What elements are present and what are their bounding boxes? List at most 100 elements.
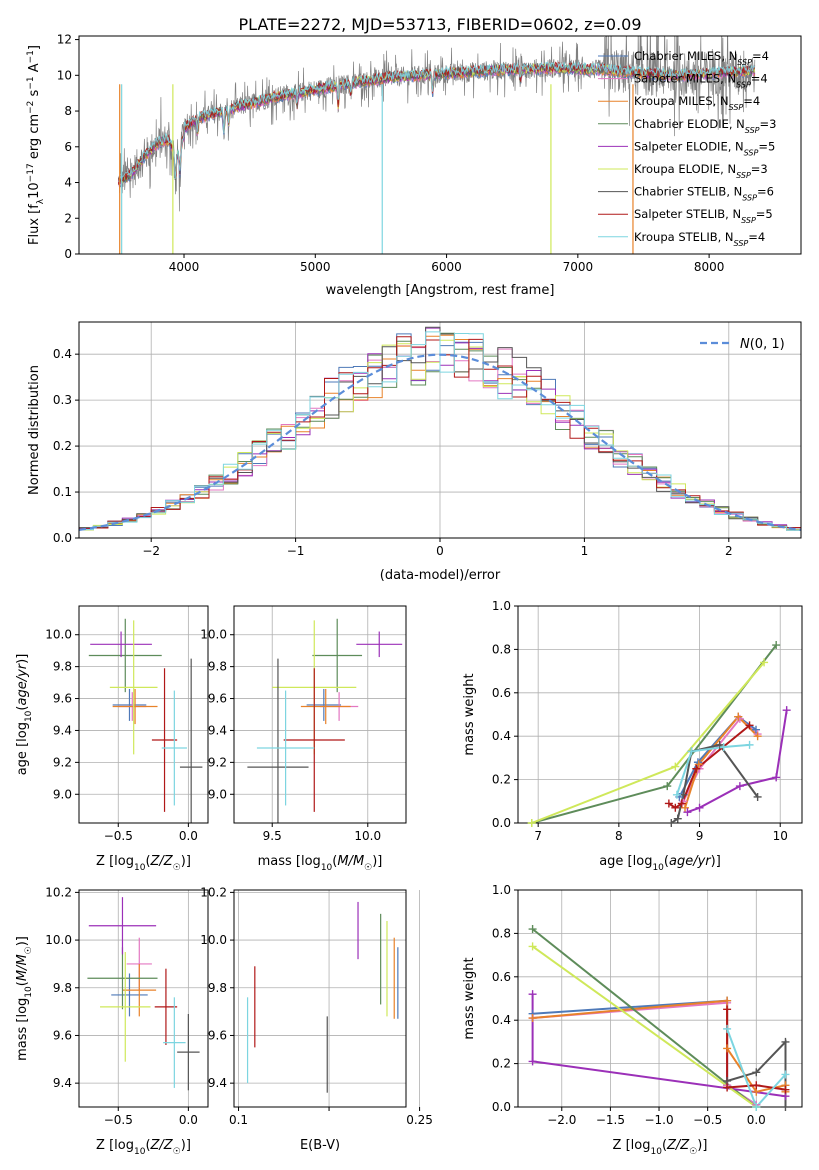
panel-mass-weight-vs-z: −2.0 −1.5 −1.0 −0.5 0.0 0.0 0.2 0.4 0.6 0.8 1.0 Z [… bbox=[462, 883, 803, 1157]
tick-label-y: 0.1 bbox=[53, 485, 72, 499]
tick-label-y: 0.8 bbox=[492, 926, 511, 940]
legend-tail: =6 bbox=[757, 185, 774, 199]
legend-entry: Salpeter ELODIE, NSSP=5 bbox=[634, 139, 775, 157]
gauss-args: (0, 1) bbox=[750, 337, 785, 352]
label-part: ☉ bbox=[24, 946, 34, 954]
tick-label-y: 0.0 bbox=[492, 1100, 511, 1114]
tick-label-x: 8000 bbox=[694, 260, 725, 274]
plot-area bbox=[87, 897, 200, 1091]
weight-point-marker bbox=[753, 732, 762, 741]
label-part: s bbox=[27, 89, 42, 100]
plot-area bbox=[531, 644, 788, 823]
tick-label-y: 10.2 bbox=[200, 885, 227, 899]
label-part: λ bbox=[36, 198, 46, 204]
label-part: 10 bbox=[24, 710, 34, 722]
tick-label-y: 0.4 bbox=[492, 1013, 511, 1027]
legend-entry: Kroupa STELIB, NSSP=4 bbox=[634, 230, 765, 248]
tick-label-y: 10.0 bbox=[45, 933, 72, 947]
tick-label-y: 10.0 bbox=[200, 628, 227, 642]
y-axis-label: mass [log10(M/M☉)] bbox=[15, 936, 34, 1061]
legend-entry: Kroupa MILES, NSSP=4 bbox=[634, 94, 760, 112]
plot-area bbox=[246, 901, 399, 1093]
legend-tail: =4 bbox=[751, 72, 768, 86]
weight-point-marker bbox=[782, 706, 791, 715]
label-part: )] bbox=[15, 936, 30, 946]
tick-label-y: 6 bbox=[64, 140, 72, 154]
legend-sub: SSP bbox=[745, 125, 760, 134]
weight-point-marker bbox=[528, 1057, 537, 1066]
tick-label-y: 9.2 bbox=[208, 755, 227, 769]
legend-entry: Salpeter STELIB, NSSP=5 bbox=[634, 207, 773, 225]
legend-sub: SSP bbox=[729, 103, 744, 112]
tick-label-y: 10.0 bbox=[200, 933, 227, 947]
panel-age-vs-mass: 9.5 10.0 9.0 9.2 9.4 9.6 9.8 10.0 mass [log10(M/… bbox=[200, 605, 407, 873]
axes-frame: 4000 5000 6000 7000 8000 0 2 4 6 8 10 12 wavelength … bbox=[26, 33, 802, 298]
tick-label-x: −0.5 bbox=[104, 829, 133, 843]
weight-point-marker bbox=[528, 990, 537, 999]
axes-box bbox=[517, 889, 803, 1108]
spectrum-model-line bbox=[118, 61, 756, 183]
label-part: ( bbox=[145, 1138, 150, 1153]
tick-label-y: 8 bbox=[64, 104, 72, 118]
weight-point-marker bbox=[734, 712, 743, 721]
x-axis-label: wavelength [Angstrom, rest frame] bbox=[326, 283, 555, 298]
tick-label-x: 1 bbox=[581, 544, 589, 558]
weight-point-marker bbox=[753, 792, 762, 801]
weight-line bbox=[531, 928, 757, 1107]
axes-box bbox=[78, 889, 209, 1108]
tick-label-y: 9.0 bbox=[208, 787, 227, 801]
legend-text: Chabrier MILES, N bbox=[634, 49, 737, 63]
tick-label-x: 9.5 bbox=[263, 829, 282, 843]
axes-frame: −2 −1 0 1 2 0.0 0.1 0.2 0.3 0.4 N(0, 1) (data-model… bbox=[27, 321, 802, 583]
label-part: )] bbox=[697, 1138, 707, 1153]
legend-text: Chabrier STELIB, N bbox=[634, 185, 742, 199]
label-part: ☉ bbox=[173, 863, 181, 873]
x-axis-label: (data-model)/error bbox=[380, 568, 501, 583]
axes-box bbox=[233, 889, 407, 1108]
tick-label-y: 0.2 bbox=[492, 1057, 511, 1071]
weight-point-marker bbox=[683, 808, 692, 817]
weight-point-marker bbox=[528, 925, 537, 934]
x-axis-label: mass [log10(M/M☉)] bbox=[258, 854, 383, 873]
y-axis-label: Normed distribution bbox=[27, 365, 42, 495]
label-part: )] bbox=[181, 1138, 191, 1153]
weight-point-marker bbox=[781, 1037, 790, 1046]
label-part: Z/Z bbox=[150, 1138, 174, 1153]
tick-label-y: 9.6 bbox=[53, 1028, 72, 1042]
tick-label-y: 0.2 bbox=[53, 439, 72, 453]
weight-point-marker bbox=[745, 740, 754, 749]
label-part: ☉ bbox=[364, 863, 372, 873]
label-part: mass [log bbox=[258, 854, 321, 869]
weight-point-marker bbox=[677, 799, 686, 808]
tick-label-y: 4 bbox=[64, 176, 72, 190]
plot-area bbox=[79, 326, 801, 531]
tick-label-x: 0.25 bbox=[406, 1113, 433, 1127]
label-part: )] bbox=[181, 854, 191, 869]
legend-tail: =4 bbox=[752, 49, 769, 63]
tick-label-y: 9.4 bbox=[208, 723, 227, 737]
legend-text: Salpeter ELODIE, N bbox=[634, 139, 744, 153]
weight-point-marker bbox=[760, 658, 769, 667]
label-part: 10 bbox=[134, 1147, 146, 1157]
label-part: ( bbox=[145, 854, 150, 869]
tick-label-x: −1.0 bbox=[644, 1113, 673, 1127]
legend-tail: =3 bbox=[760, 117, 777, 131]
weight-point-marker bbox=[752, 725, 761, 734]
legend-entry: Chabrier MILES, NSSP=4 bbox=[634, 49, 769, 67]
axes-box bbox=[78, 35, 802, 255]
weight-point-marker bbox=[772, 641, 781, 650]
tick-label-x: −0.5 bbox=[693, 1113, 722, 1127]
label-part: Flux [f bbox=[27, 204, 42, 245]
tick-label-x: 0.0 bbox=[179, 1113, 198, 1127]
tick-label-y: 0.4 bbox=[53, 347, 72, 361]
legend-tail: =4 bbox=[748, 230, 765, 244]
weight-point-marker bbox=[781, 1103, 790, 1111]
label-part: E(B-V) bbox=[300, 1138, 340, 1153]
weight-point-marker bbox=[664, 799, 673, 808]
weight-point-marker bbox=[528, 1014, 537, 1023]
tick-label-y: 2 bbox=[64, 211, 72, 225]
legend-sub: SSP bbox=[741, 216, 756, 225]
